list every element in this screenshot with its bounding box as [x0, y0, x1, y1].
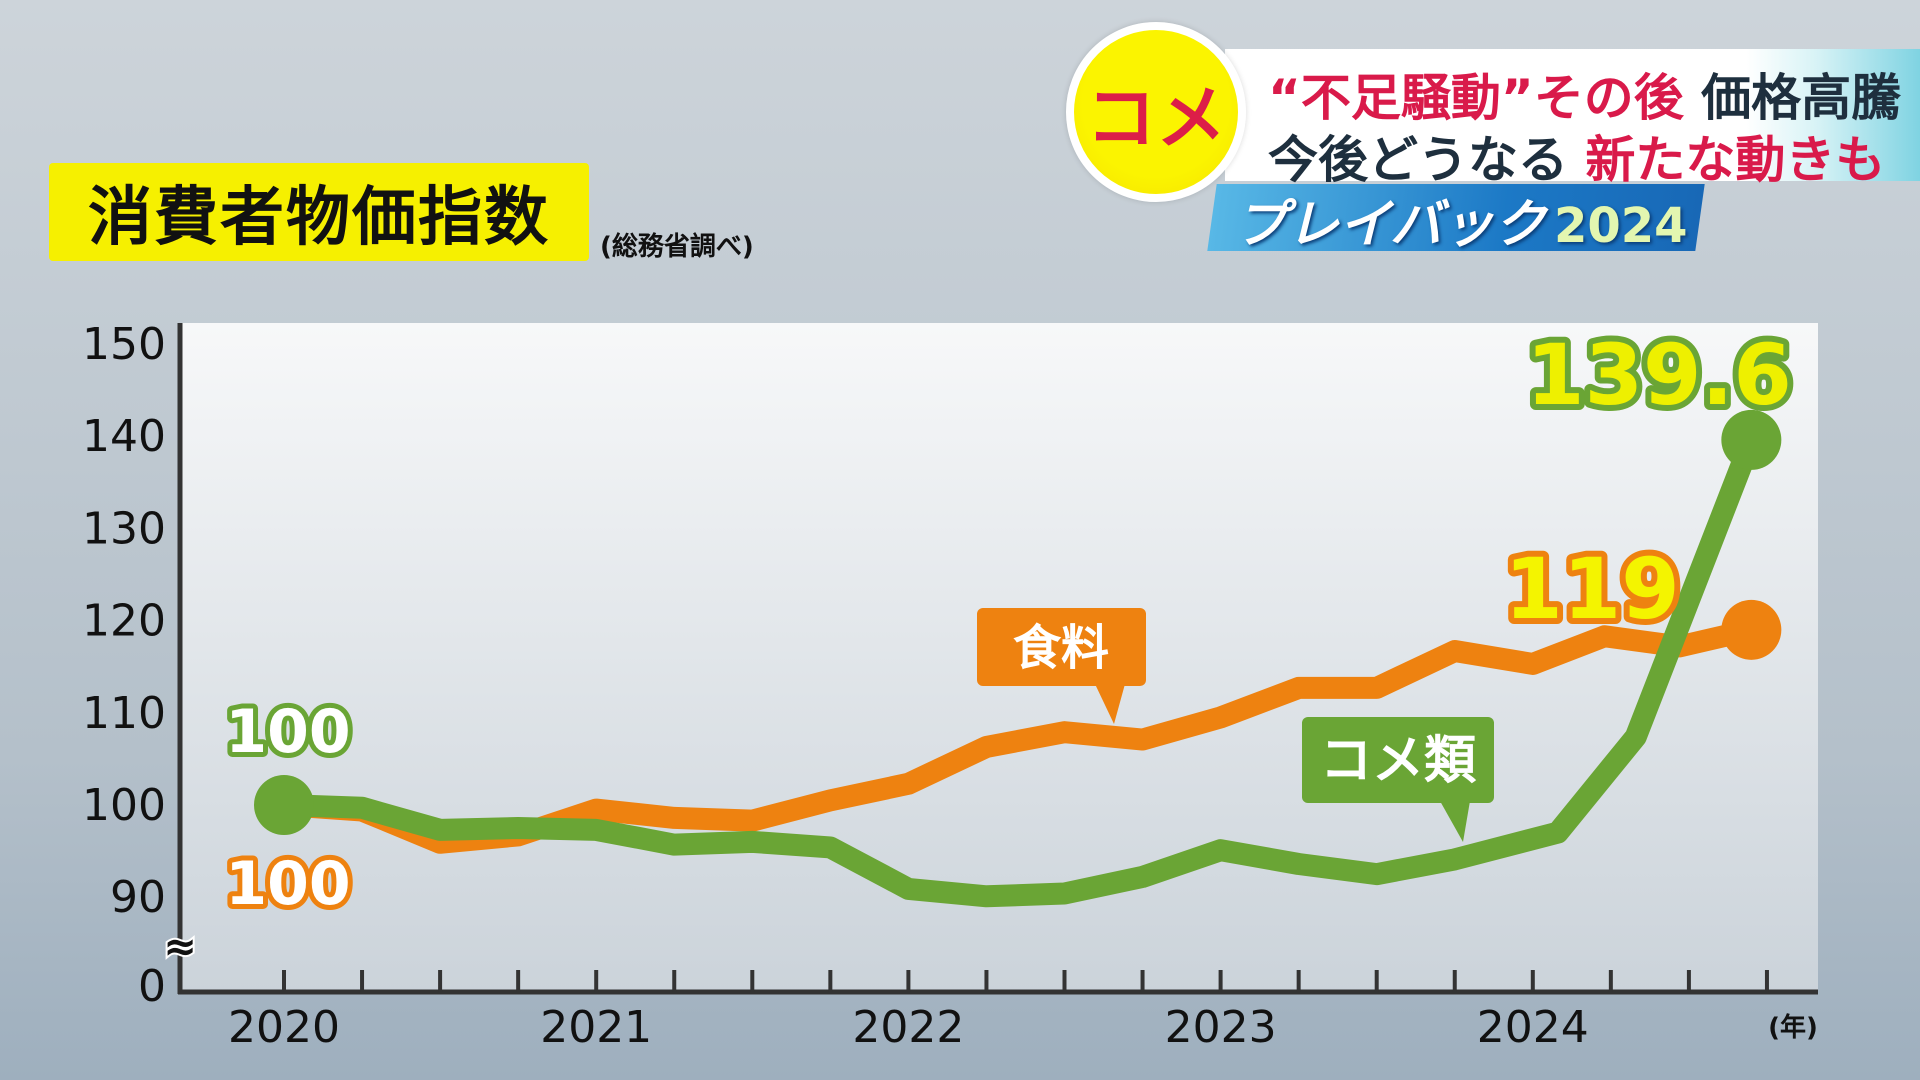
y-tick-label: 110 — [82, 688, 166, 739]
headline-line2: 今後どうなる 新たな動きも — [1268, 120, 1885, 192]
headline-line2-dark: 今後どうなる — [1268, 131, 1568, 189]
segment-year: 2024 — [1553, 198, 1688, 254]
x-tick-label: 2022 — [852, 1002, 964, 1053]
headline-line1-dark: 価格高騰 — [1701, 69, 1902, 127]
segment-title-text: プレイバック — [1235, 195, 1546, 255]
headline-strip — [1225, 49, 1920, 181]
y-tick-label: 140 — [82, 411, 166, 462]
x-tick-label: 2021 — [540, 1002, 652, 1053]
food-data-point — [1721, 599, 1782, 660]
chart-source: (総務省調べ) — [600, 232, 754, 262]
rice-start-value-label: 100 — [225, 697, 350, 767]
rice-legend-label: コメ類 — [1320, 731, 1477, 791]
rice-series-line — [273, 428, 1763, 908]
headline-line1-red: “不足騒動”その後 — [1268, 69, 1684, 127]
y-tick-label: 130 — [82, 503, 166, 554]
y-tick-label: 150 — [82, 319, 166, 370]
rice-end-value-label: 139.6 — [1526, 326, 1792, 424]
y-tick-label: 90 — [110, 872, 166, 923]
segment-title: プレイバック 2024 — [1235, 182, 1688, 257]
x-tick-label: 2024 — [1477, 1002, 1589, 1053]
food-end-value-label: 119 — [1504, 540, 1679, 638]
food-start-value-label: 100 — [225, 849, 350, 919]
rice-data-point — [254, 775, 314, 835]
x-tick-label: 2023 — [1165, 1002, 1277, 1053]
headline-line2-red: 新たな動きも — [1585, 131, 1886, 189]
rice-legend-callout: コメ類 — [1302, 717, 1494, 842]
topic-badge: コメ — [1066, 22, 1246, 202]
chart-title: 消費者物価指数 — [49, 163, 589, 261]
food-legend-callout: 食料 — [977, 608, 1146, 724]
x-axis-label: (年) — [1768, 1012, 1818, 1043]
x-tick-label: 2020 — [228, 1002, 340, 1053]
y-tick-label: 0 — [138, 961, 166, 1012]
y-tick-label: 120 — [82, 596, 166, 647]
axis-break-symbol: ≈ — [163, 924, 197, 970]
food-legend-label: 食料 — [1013, 620, 1109, 676]
headline-line1: “不足騒動”その後 価格高騰 — [1268, 58, 1901, 130]
y-tick-label: 100 — [82, 780, 166, 831]
rice-data-point — [1721, 409, 1782, 470]
